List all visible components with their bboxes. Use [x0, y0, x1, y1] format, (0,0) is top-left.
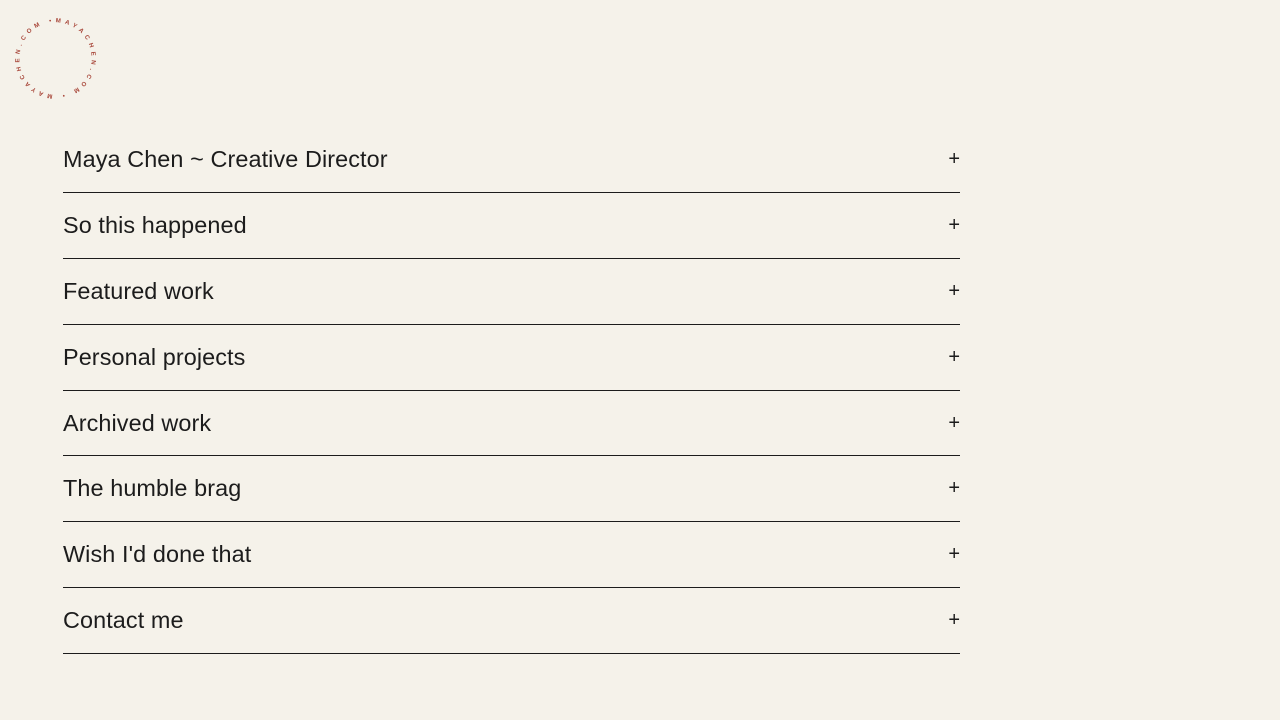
svg-text:MAYACHEN.COM • MAYACHEN.COM •: MAYACHEN.COM • MAYACHEN.COM •	[14, 17, 96, 100]
